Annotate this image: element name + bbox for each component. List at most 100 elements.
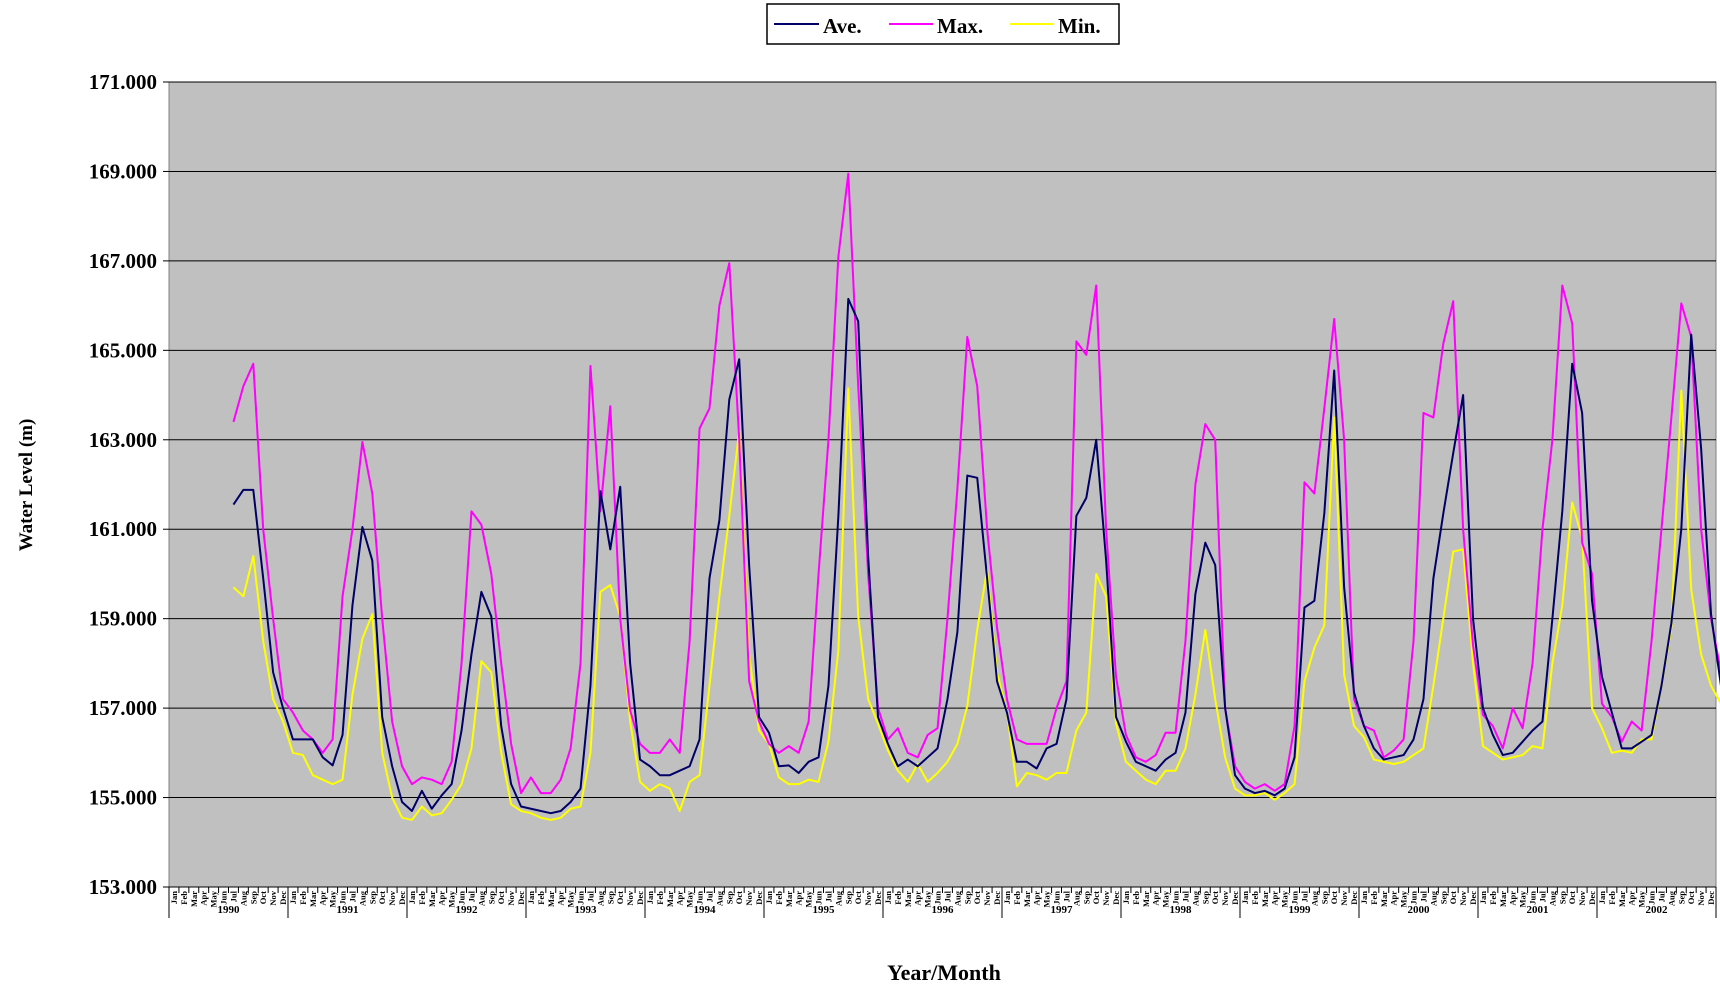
month-label: Mar: [1141, 891, 1151, 907]
month-label: Oct: [1686, 891, 1696, 904]
month-label: Nov: [982, 890, 992, 905]
month-label: Aug: [238, 890, 248, 906]
month-label: May: [1280, 890, 1290, 907]
month-label: Aug: [1190, 890, 1200, 906]
month-label: Jan: [407, 891, 417, 905]
y-tick-label: 155.000: [89, 786, 157, 810]
month-label: Apr: [1032, 891, 1042, 906]
year-label: 1999: [1289, 904, 1312, 916]
month-label: Nov: [1577, 890, 1587, 905]
month-label: Dec: [754, 891, 764, 905]
legend-label-max: Max.: [937, 14, 983, 38]
month-label: Apr: [437, 891, 447, 906]
month-label: Jun: [933, 891, 943, 905]
plot-area: [168, 81, 1717, 888]
series-line-max: [232, 172, 1720, 795]
month-label: May: [447, 890, 457, 907]
month-label: Jan: [1121, 891, 1131, 905]
month-label: Apr: [794, 891, 804, 906]
month-label: Mar: [546, 891, 556, 907]
month-label: Feb: [298, 891, 308, 905]
month-label: Aug: [1428, 890, 1438, 906]
month-label: Jun: [338, 891, 348, 905]
month-label: Jun: [1171, 891, 1181, 905]
month-label: Feb: [893, 891, 903, 905]
month-label: Sep: [1200, 891, 1210, 905]
month-label: Jul: [1418, 890, 1428, 902]
y-axis-title: Water Level (m): [16, 419, 37, 552]
month-label: Jan: [1597, 891, 1607, 905]
month-label: Jul: [585, 890, 595, 902]
month-label: Aug: [1666, 890, 1676, 906]
month-label: Oct: [1567, 891, 1577, 904]
year-label: 1990: [218, 904, 241, 916]
month-label: Apr: [318, 891, 328, 906]
month-label: Jun: [219, 891, 229, 905]
legend-label-ave: Ave.: [823, 14, 862, 38]
legend: Ave. Max. Min.: [766, 3, 1120, 45]
month-label: May: [566, 890, 576, 907]
month-label: Jul: [1299, 890, 1309, 902]
series-line-ave: [232, 297, 1720, 815]
month-label: May: [1399, 890, 1409, 907]
year-label: 1998: [1170, 904, 1193, 916]
year-label: 2002: [1646, 904, 1669, 916]
month-label: Jul: [1656, 890, 1666, 902]
month-label: Apr: [1151, 891, 1161, 906]
month-label: Jun: [1052, 891, 1062, 905]
y-axis-ticks: 153.000 155.000 157.000 159.000 161.000 163.0…: [89, 70, 169, 899]
month-label: Dec: [635, 891, 645, 905]
month-label: Jun: [1528, 891, 1538, 905]
year-label: 1994: [694, 904, 717, 916]
month-label: Jun: [1647, 891, 1657, 905]
month-label: Nov: [1458, 890, 1468, 905]
month-label: Jul: [704, 890, 714, 902]
year-label: 1995: [813, 904, 836, 916]
month-label: Oct: [615, 891, 625, 904]
y-tick-label: 157.000: [89, 696, 157, 720]
month-label: Feb: [1607, 891, 1617, 905]
month-label: Nov: [863, 890, 873, 905]
month-label: Jul: [347, 890, 357, 902]
month-label: Feb: [1012, 891, 1022, 905]
y-tick-label: 171.000: [89, 70, 157, 94]
month-label: Nov: [1220, 890, 1230, 905]
month-label: Apr: [675, 891, 685, 906]
month-label: Oct: [377, 891, 387, 904]
month-label: Jan: [1240, 891, 1250, 905]
month-label: Sep: [605, 891, 615, 905]
month-label: Dec: [992, 891, 1002, 905]
month-label: Oct: [496, 891, 506, 904]
month-label: May: [209, 890, 219, 907]
month-label: May: [1042, 890, 1052, 907]
month-label: Aug: [833, 890, 843, 906]
month-label: Jul: [1180, 890, 1190, 902]
month-label: Apr: [556, 891, 566, 906]
legend-label-min: Min.: [1058, 14, 1101, 38]
month-label: Mar: [427, 891, 437, 907]
month-label: Sep: [962, 891, 972, 905]
month-label: Jan: [1478, 891, 1488, 905]
month-label: Sep: [1319, 891, 1329, 905]
y-tick-label: 167.000: [89, 249, 157, 273]
month-label: Dec: [516, 891, 526, 905]
month-label: Oct: [1329, 891, 1339, 904]
month-label: Jan: [883, 891, 893, 905]
month-label: Nov: [1339, 890, 1349, 905]
month-label: Apr: [199, 891, 209, 906]
month-label: Aug: [357, 890, 367, 906]
y-tick-label: 165.000: [89, 338, 157, 362]
month-label: Jun: [695, 891, 705, 905]
month-label: May: [685, 890, 695, 907]
month-label: Jul: [1061, 890, 1071, 902]
month-label: Feb: [417, 891, 427, 905]
year-label: 1997: [1051, 904, 1074, 916]
month-label: Apr: [1270, 891, 1280, 906]
month-label: Dec: [1587, 891, 1597, 905]
month-label: Oct: [1091, 891, 1101, 904]
month-label: Mar: [1379, 891, 1389, 907]
month-label: Dec: [873, 891, 883, 905]
month-label: Jun: [1409, 891, 1419, 905]
month-label: Dec: [278, 891, 288, 905]
month-label: May: [923, 890, 933, 907]
